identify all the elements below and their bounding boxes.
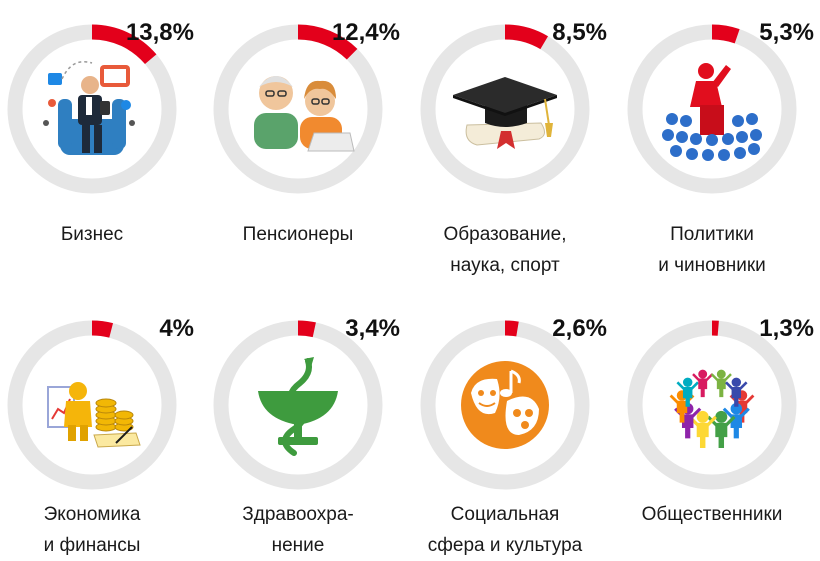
ring-track [213,24,383,194]
category-label: Экономика [44,504,141,525]
data-label: 13,8% [126,19,194,46]
finance-icon [47,381,141,448]
chart-item: 12,4% Пенсионеры [213,19,400,245]
category-label: Пенсионеры [243,224,354,245]
politician-speech-icon [662,63,762,161]
community-people-icon [669,368,755,450]
data-label: 5,3% [759,19,814,46]
chart-item: 2,6% Социальная сфера и культура [420,315,607,556]
chart-item: 4% Экономика и финансы [7,315,194,556]
data-label: 8,5% [552,19,607,46]
category-label: Общественники [642,504,783,525]
chart-item: 8,5% Образование, наука, спорт [420,19,607,276]
category-label: Бизнес [61,224,123,245]
ring-value-arc [711,24,740,44]
data-label: 12,4% [332,19,400,46]
data-label: 1,3% [759,315,814,342]
ring-track [7,320,177,490]
category-label: сфера и культура [428,535,583,556]
chart-item: 3,4% Здравоохра-нение [213,315,400,556]
ring-value-arc [504,320,519,337]
category-label: Социальная [451,504,560,525]
category-label: наука, спорт [450,255,560,276]
category-label: Образование, [443,224,566,245]
ring-value-arc [91,320,114,338]
culture-masks-icon [459,359,551,451]
category-label: и финансы [44,535,141,556]
data-label: 2,6% [552,315,607,342]
chart-item: 13,8% Бизнес [7,19,194,245]
chart-item: 5,3% Политики и чиновники [627,19,814,276]
graduation-cap-icon [452,76,558,150]
ring-value-arc [297,24,358,60]
ring-value-arc [504,24,549,50]
data-label: 3,4% [345,315,400,342]
business-icon [42,60,136,156]
ring-value-arc [297,320,316,338]
pensioners-icon [253,75,355,152]
medicine-bowl-snake-icon [258,357,338,453]
chart-item: 1,3% Общественники [627,315,814,525]
ring-track [627,320,797,490]
data-label: 4% [159,315,194,342]
category-label: Здравоохра- [242,504,353,525]
ring-value-arc [91,24,157,65]
category-label: нение [272,535,325,556]
category-label: и чиновники [658,255,766,276]
category-label: Политики [670,224,754,245]
